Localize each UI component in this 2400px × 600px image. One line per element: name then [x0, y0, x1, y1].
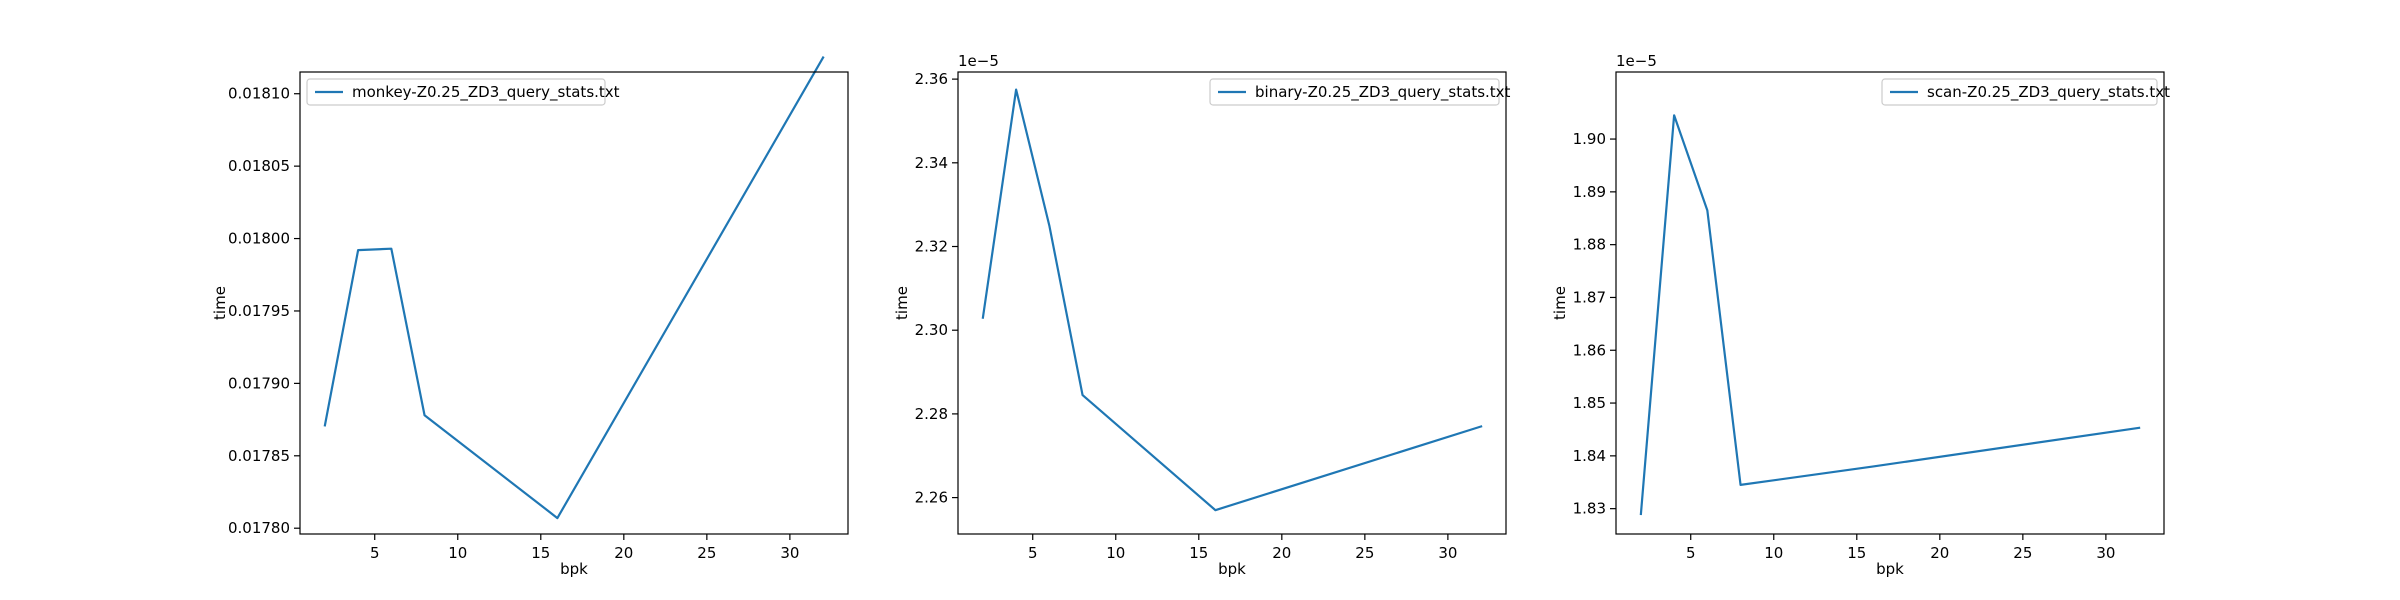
legend-entry-label: scan-Z0.25_ZD3_query_stats.txt	[1927, 83, 2170, 102]
y-tick-label: 1.88	[1573, 236, 1606, 254]
subplot-monkey: 0.01780 0.01785 0.01790 0.01795 0.01800 0.018…	[211, 56, 849, 578]
y-tick-label: 0.01795	[228, 302, 290, 320]
y-tick-label: 0.01780	[228, 519, 290, 537]
y-tick-label: 2.30	[915, 321, 948, 339]
y-tick-label: 2.26	[915, 489, 948, 507]
y-tick-label: 1.84	[1573, 447, 1606, 465]
y-axis-label: time	[211, 286, 229, 320]
y-axis-label: time	[893, 286, 911, 320]
plot-lines	[981, 88, 1483, 512]
y-axis-label: time	[1551, 286, 1569, 320]
x-tick-label: 30	[780, 544, 799, 562]
x-ticks: 5 10 15 20 25 30	[370, 534, 799, 562]
legend: binary-Z0.25_ZD3_query_stats.txt	[1209, 78, 1511, 106]
x-tick-label: 15	[1847, 544, 1866, 562]
x-tick-label: 15	[1189, 544, 1208, 562]
y-ticks: 1.83 1.84 1.85 1.86 1.87 1.88 1.89 1.90	[1573, 130, 1616, 518]
y-offset-label: 1e−5	[958, 52, 999, 70]
axes-frame	[1615, 71, 2165, 535]
subplot-scan: 1.83 1.84 1.85 1.86 1.87 1.88 1.89 1.90 5 10 15 20…	[1551, 52, 2170, 578]
y-tick-label: 0.01785	[228, 447, 290, 465]
y-tick-label: 1.86	[1573, 341, 1606, 359]
y-tick-label: 1.87	[1573, 288, 1606, 306]
y-tick-label: 0.01805	[228, 157, 290, 175]
x-tick-label: 10	[448, 544, 467, 562]
x-tick-label: 25	[1355, 544, 1374, 562]
x-ticks: 5 10 15 20 25 30	[1028, 534, 1457, 562]
subplot-binary: 2.26 2.28 2.30 2.32 2.34 2.36 5 10 15 20 25 30 1e−…	[893, 52, 1511, 578]
y-tick-label: 1.85	[1573, 394, 1606, 412]
x-ticks: 5 10 15 20 25 30	[1686, 534, 2115, 562]
y-tick-label: 2.34	[915, 154, 948, 172]
axes-frame	[299, 71, 849, 535]
x-tick-label: 25	[697, 544, 716, 562]
x-tick-label: 10	[1764, 544, 1783, 562]
y-tick-label: 1.90	[1573, 130, 1606, 148]
x-tick-label: 5	[1028, 544, 1038, 562]
y-tick-label: 1.89	[1573, 183, 1606, 201]
legend-box	[1881, 78, 2158, 106]
y-ticks: 0.01780 0.01785 0.01790 0.01795 0.01800 0.018…	[228, 85, 300, 537]
axes-frame	[957, 71, 1507, 535]
legend-box	[306, 78, 606, 106]
y-ticks: 2.26 2.28 2.30 2.32 2.34 2.36	[915, 70, 958, 507]
y-tick-label: 2.36	[915, 70, 948, 88]
x-tick-label: 5	[370, 544, 380, 562]
plot-lines	[323, 56, 825, 520]
y-tick-label: 0.01800	[228, 230, 290, 248]
legend: scan-Z0.25_ZD3_query_stats.txt	[1881, 78, 2170, 106]
x-tick-label: 20	[614, 544, 633, 562]
x-axis-label: bpk	[1218, 560, 1246, 578]
x-tick-label: 5	[1686, 544, 1696, 562]
y-offset-label: 1e−5	[1616, 52, 1657, 70]
x-axis-label: bpk	[560, 560, 588, 578]
x-tick-label: 20	[1930, 544, 1949, 562]
plot-lines	[1639, 114, 2141, 516]
legend-entry-label: monkey-Z0.25_ZD3_query_stats.txt	[352, 83, 620, 102]
legend: monkey-Z0.25_ZD3_query_stats.txt	[306, 78, 620, 106]
series-line	[1639, 114, 2141, 516]
legend-entry-label: binary-Z0.25_ZD3_query_stats.txt	[1255, 83, 1511, 102]
series-line	[981, 88, 1483, 512]
series-line	[323, 56, 825, 520]
x-tick-label: 30	[2096, 544, 2115, 562]
y-tick-label: 2.28	[915, 405, 948, 423]
x-tick-label: 15	[531, 544, 550, 562]
x-tick-label: 10	[1106, 544, 1125, 562]
x-tick-label: 25	[2013, 544, 2032, 562]
x-tick-label: 20	[1272, 544, 1291, 562]
y-tick-label: 0.01790	[228, 374, 290, 392]
x-tick-label: 30	[1438, 544, 1457, 562]
x-axis-label: bpk	[1876, 560, 1904, 578]
y-tick-label: 0.01810	[228, 85, 290, 103]
y-tick-label: 2.32	[915, 238, 948, 256]
y-tick-label: 1.83	[1573, 500, 1606, 518]
legend-box	[1209, 78, 1500, 106]
